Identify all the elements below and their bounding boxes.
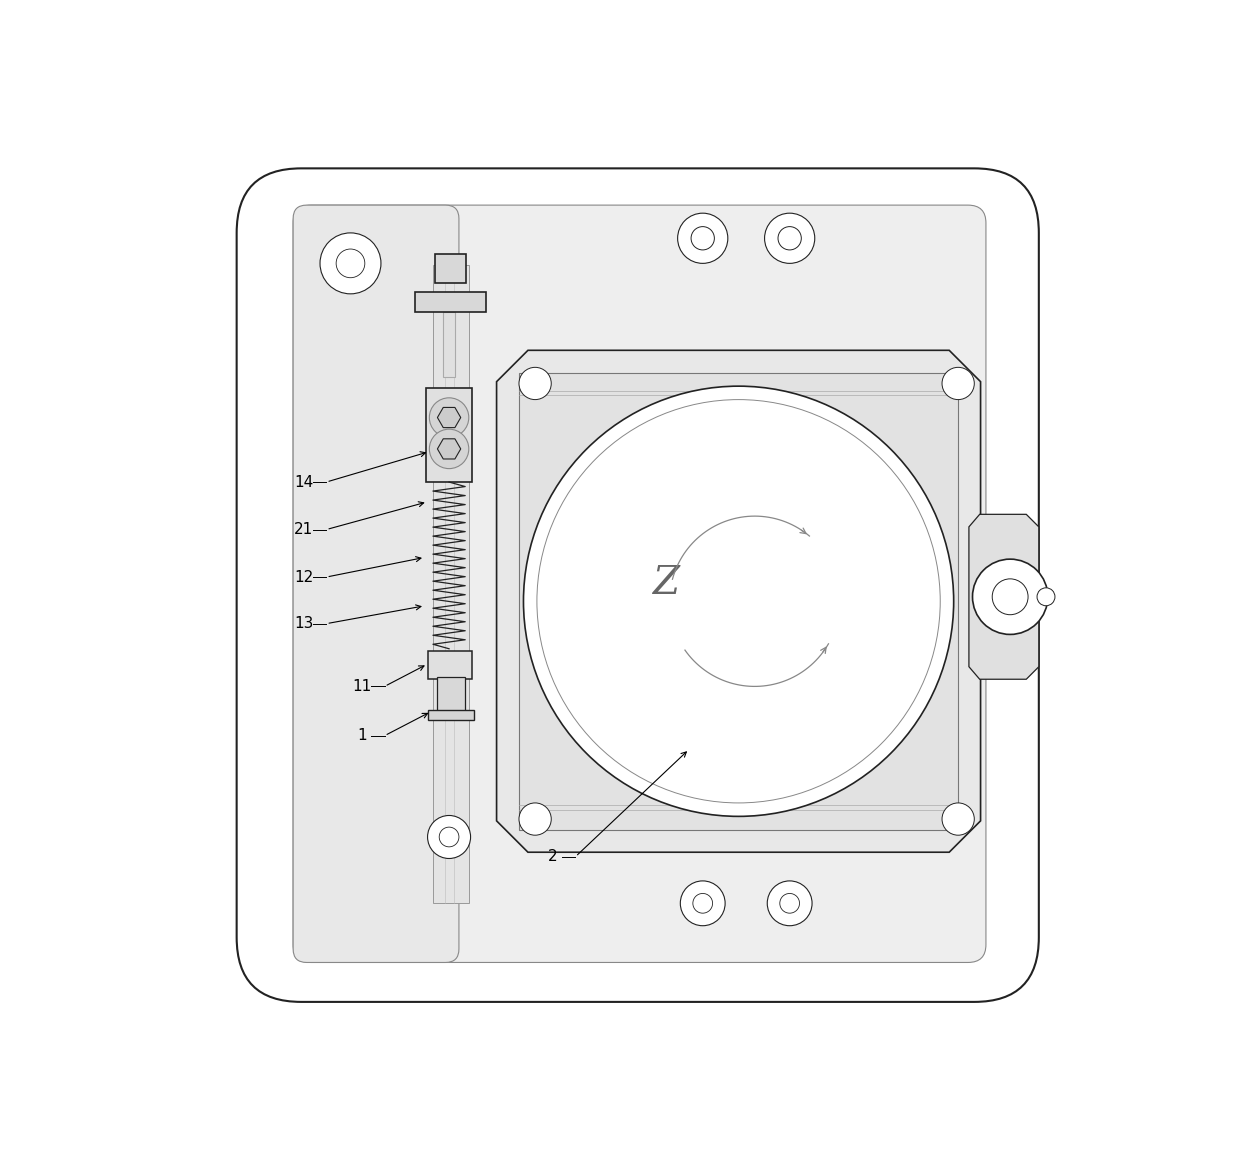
Polygon shape [968,514,1039,680]
Bar [433,265,469,903]
Circle shape [429,398,469,438]
Circle shape [942,368,975,399]
Bar [428,651,472,680]
FancyBboxPatch shape [293,205,986,963]
Text: 14: 14 [294,475,314,490]
Circle shape [765,213,815,263]
Circle shape [439,828,459,847]
FancyBboxPatch shape [237,169,1039,1002]
Circle shape [972,559,1048,634]
Circle shape [693,894,713,914]
Circle shape [320,233,381,293]
Circle shape [992,579,1028,615]
Text: 2: 2 [548,850,558,864]
Circle shape [537,399,940,803]
Circle shape [1037,588,1055,605]
Bar [436,677,465,711]
Polygon shape [438,407,461,427]
Circle shape [780,894,800,914]
Circle shape [429,430,469,469]
Text: 21: 21 [294,523,314,537]
Circle shape [520,803,552,836]
Text: Z: Z [653,565,681,602]
Circle shape [336,249,365,278]
Circle shape [777,227,801,250]
Circle shape [428,816,471,859]
Text: 11: 11 [352,679,372,694]
Circle shape [768,881,812,925]
Circle shape [681,881,725,925]
Text: 13: 13 [294,616,314,631]
FancyBboxPatch shape [293,205,459,963]
Bar [435,255,466,283]
Bar [415,292,486,312]
Polygon shape [496,350,981,852]
Text: 1: 1 [357,729,367,743]
Circle shape [520,368,552,399]
Bar [443,312,455,377]
Bar [425,388,472,482]
Polygon shape [438,439,461,459]
Circle shape [942,803,975,836]
Bar [520,372,959,830]
Bar [428,710,474,721]
Text: 12: 12 [294,569,314,584]
Circle shape [691,227,714,250]
Circle shape [677,213,728,263]
Circle shape [523,386,954,816]
